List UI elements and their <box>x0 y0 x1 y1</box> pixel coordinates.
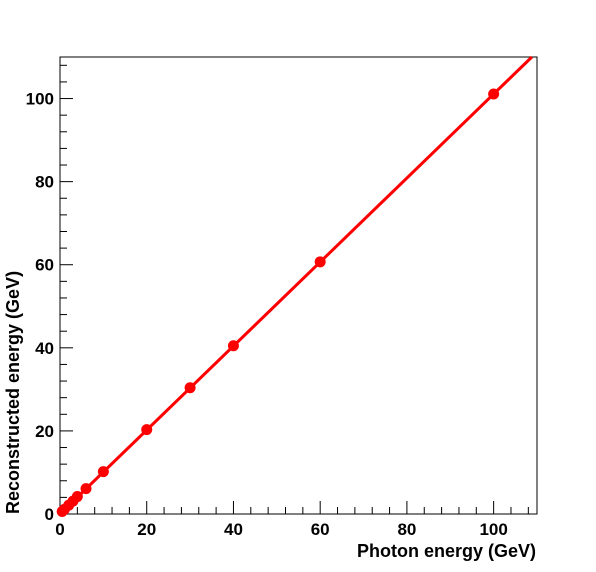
y-tick-label: 40 <box>35 339 54 358</box>
x-tick-label: 20 <box>137 520 156 539</box>
data-point <box>314 256 326 268</box>
x-tick-label: 100 <box>479 520 507 539</box>
data-point <box>184 382 196 394</box>
x-tick-label: 40 <box>224 520 243 539</box>
data-points <box>56 88 500 518</box>
y-tick-label: 100 <box>26 90 54 109</box>
axis-ticks <box>59 64 529 515</box>
data-point <box>141 424 153 436</box>
x-tick-label: 60 <box>311 520 330 539</box>
y-tick-label: 20 <box>35 422 54 441</box>
x-tick-label: 80 <box>397 520 416 539</box>
data-point <box>97 466 109 478</box>
fit-line <box>58 55 533 516</box>
y-tick-label: 0 <box>45 505 54 524</box>
fit-line-group <box>58 55 533 516</box>
data-point <box>71 491 83 503</box>
plot-frame <box>59 56 538 515</box>
y-axis-title: Reconstructed energy (GeV) <box>3 271 23 514</box>
y-tick-label: 60 <box>35 256 54 275</box>
y-tick-label: 80 <box>35 173 54 192</box>
data-point <box>80 483 92 495</box>
data-point <box>227 340 239 352</box>
x-axis-title: Photon energy (GeV) <box>357 541 536 561</box>
x-tick-label: 0 <box>55 520 64 539</box>
data-point <box>488 88 500 100</box>
tick-labels: 0 20 40 60 80 100 0 20 40 60 80 100 <box>26 90 508 539</box>
